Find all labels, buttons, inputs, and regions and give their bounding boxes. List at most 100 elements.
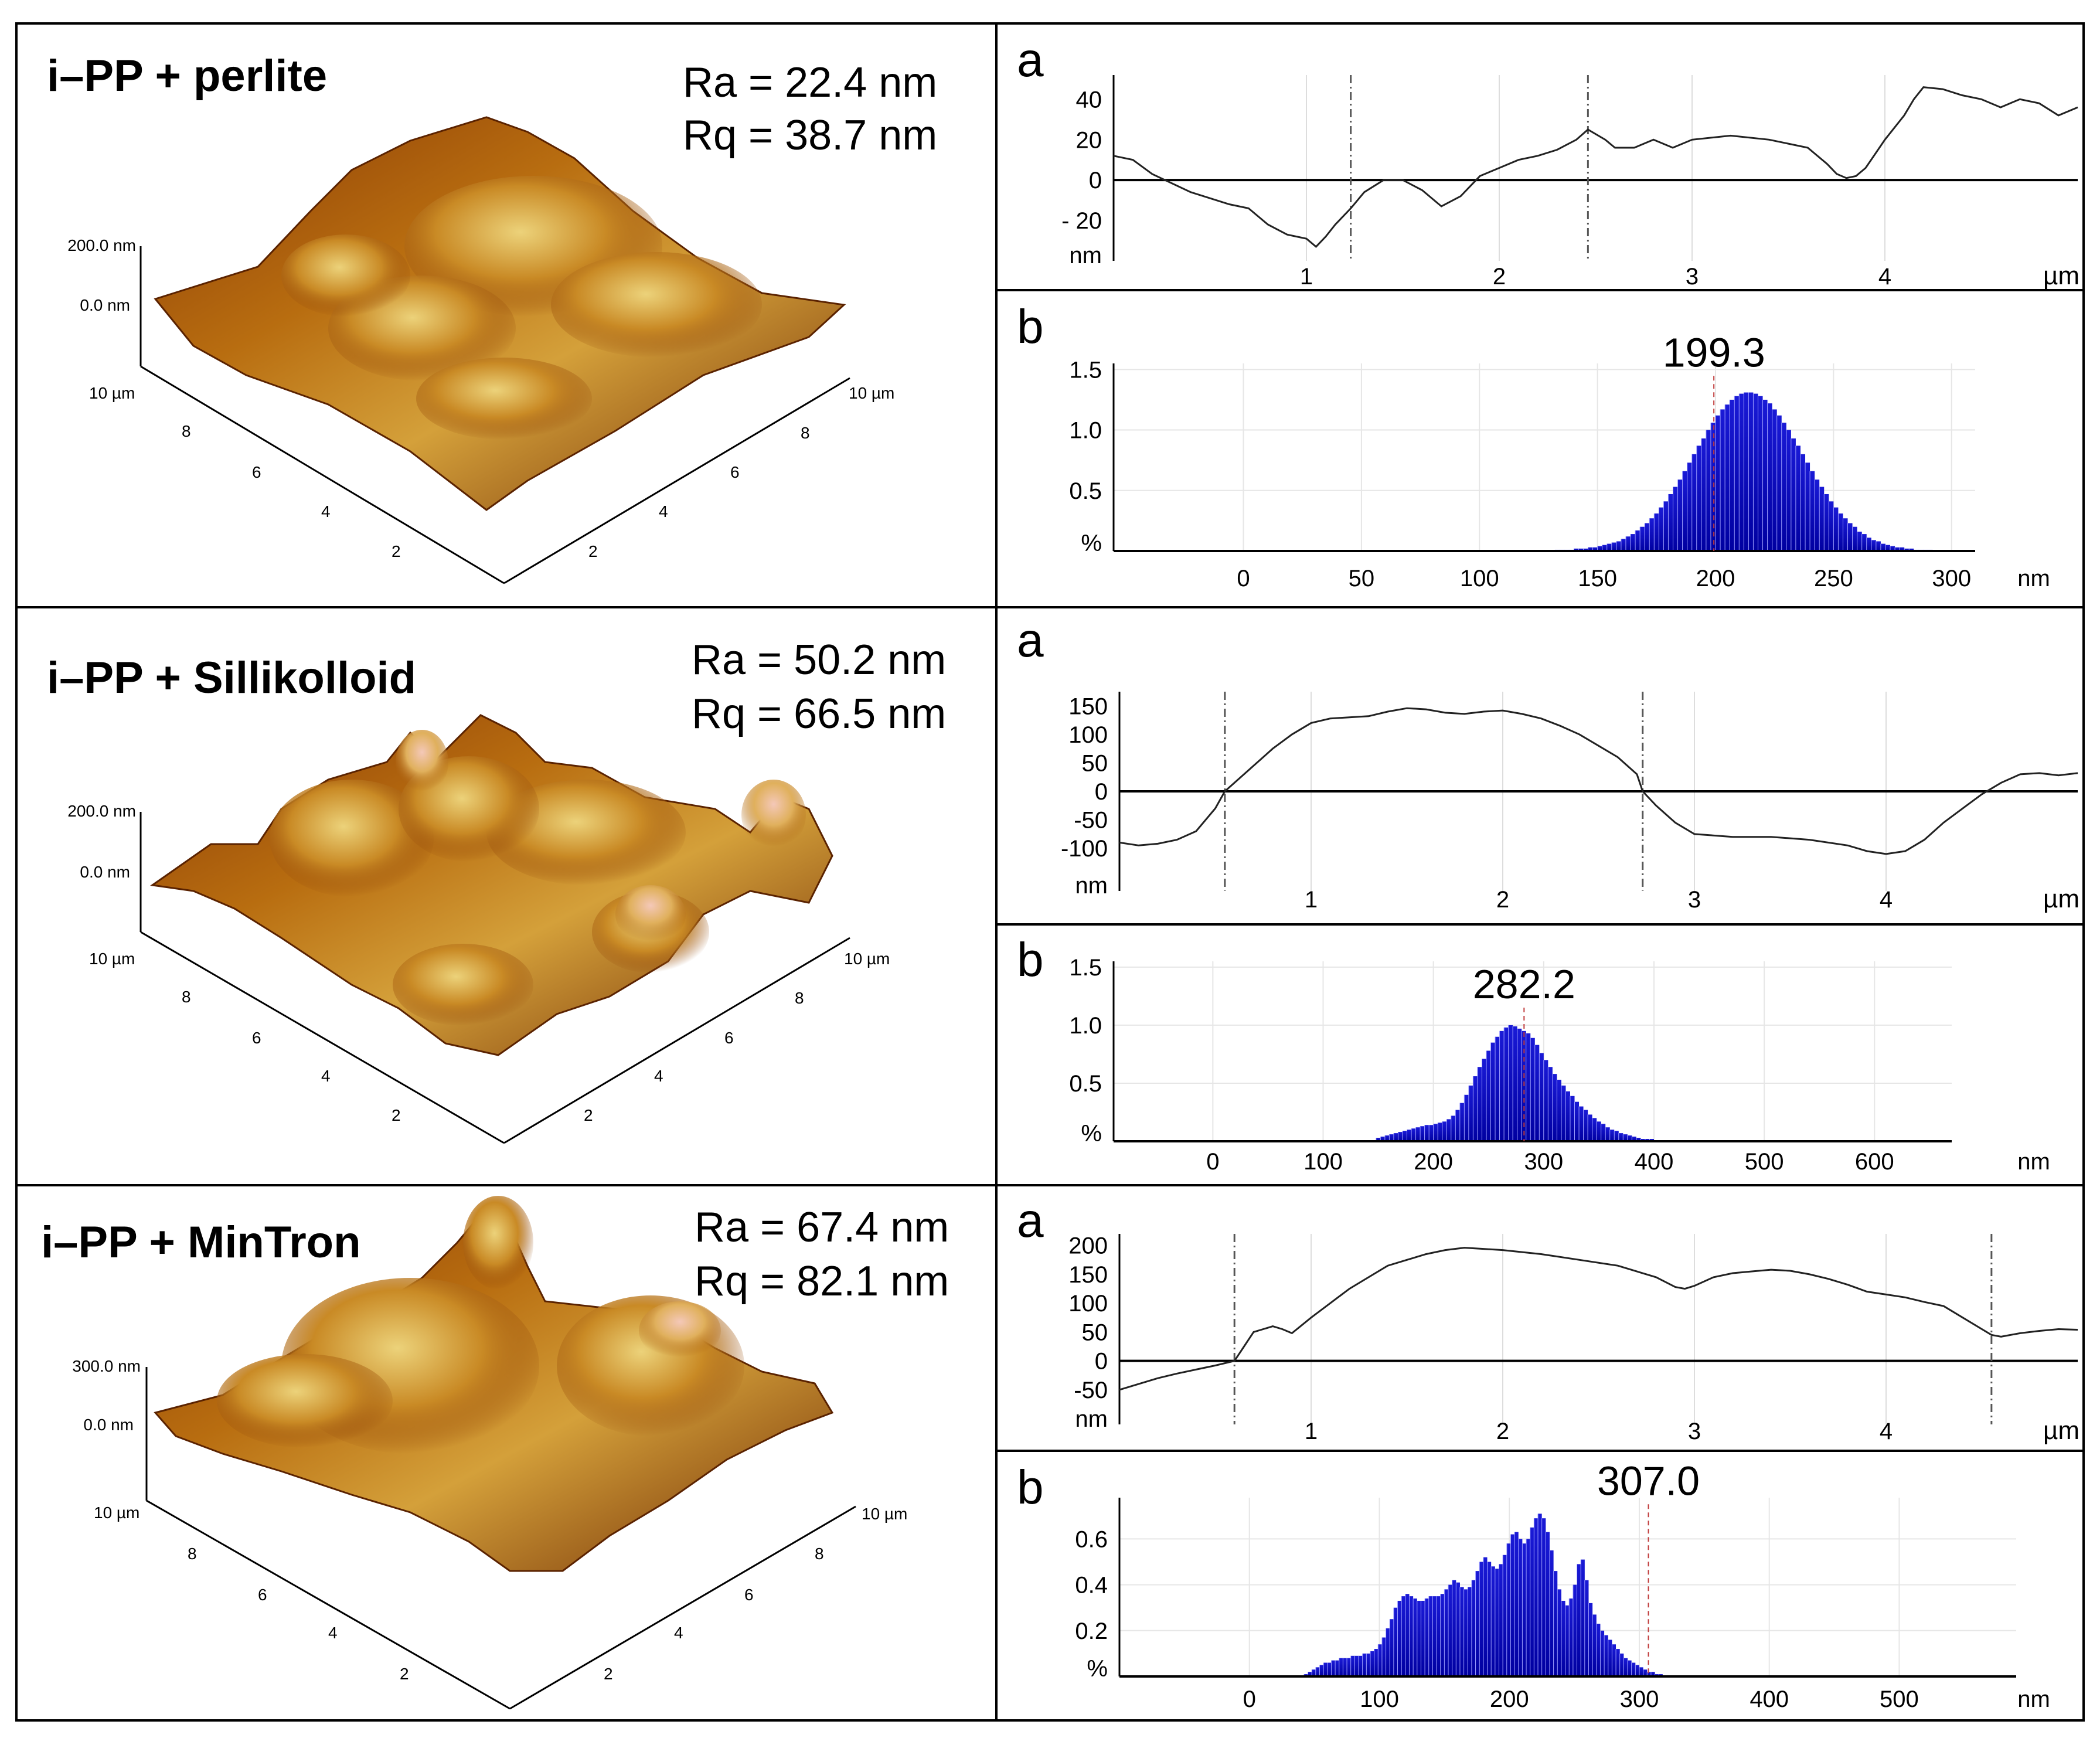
right-axis-label: 6 [724, 1029, 734, 1047]
z-label-zero: 0.0 nm [80, 863, 130, 881]
histogram-bar [1815, 479, 1820, 551]
z-label-top: 200.0 nm [67, 802, 136, 820]
histogram-bar [1534, 1045, 1540, 1141]
histogram-bar [1654, 513, 1659, 551]
histogram-bar [1687, 462, 1692, 551]
histogram-bar [1616, 541, 1621, 551]
histogram-bar [1438, 1123, 1442, 1141]
x-tick-label: 150 [1578, 566, 1617, 591]
histogram-bar [1407, 1130, 1412, 1141]
histogram-bar [1370, 1651, 1374, 1676]
afm-3d-surface: 200.0 nm 0.0 nm 10 µm 8 6 4 2 10 µm 8 6 … [67, 116, 894, 584]
histogram-bar [1482, 1059, 1486, 1141]
histogram-bar [1378, 1644, 1382, 1676]
histogram-bar [1632, 1137, 1636, 1141]
histogram-bar [1588, 547, 1593, 551]
z-label-top: 200.0 nm [67, 236, 136, 254]
histogram-bar [1506, 1543, 1511, 1676]
histogram-bar [1890, 546, 1895, 551]
y-tick-label: -50 [1074, 808, 1108, 834]
histogram-bar [1343, 1658, 1347, 1676]
histogram-bar [1663, 501, 1669, 551]
left-axis-label: 6 [252, 463, 261, 481]
y-tick-label: 1.0 [1069, 418, 1102, 444]
y-tick-label: 100 [1068, 1291, 1108, 1317]
histogram-bar [1649, 518, 1655, 551]
histogram-bar [1490, 1042, 1496, 1141]
y-tick-label: 0.5 [1069, 478, 1102, 504]
histogram-bar [1574, 1101, 1580, 1141]
x-tick-label: 3 [1686, 264, 1699, 290]
rq-value: Rq = 82.1 nm [695, 1258, 949, 1305]
histogram-bar [1791, 438, 1796, 551]
histogram-bar [1546, 1532, 1550, 1676]
histogram-bar [1455, 1110, 1460, 1141]
z-label-zero: 0.0 nm [83, 1416, 134, 1434]
x-tick-label: 4 [1878, 264, 1891, 290]
histogram-bar [1631, 534, 1636, 551]
histogram-bar [1451, 1115, 1456, 1141]
histogram-bar [1405, 1594, 1410, 1676]
histogram-bar [1819, 487, 1825, 551]
histogram-bar [1389, 1134, 1394, 1141]
x-tick-label: 3 [1688, 887, 1701, 913]
left-axis-label: 4 [321, 502, 331, 521]
histogram-bar [1857, 531, 1862, 551]
histogram-bar [1623, 1134, 1628, 1141]
histogram-bar [1510, 1534, 1515, 1676]
y-tick-label: 1.0 [1069, 1013, 1102, 1039]
x-axis-label: µm [2043, 1416, 2079, 1445]
histogram-bar [1429, 1125, 1434, 1141]
right-axis-label: 10 µm [849, 384, 894, 402]
histogram-bar [1386, 1628, 1390, 1676]
histogram-bar [1833, 507, 1839, 551]
histogram-bar [1347, 1658, 1351, 1676]
histogram-bar [1607, 543, 1612, 551]
y-tick-label: 0.6 [1075, 1526, 1108, 1552]
y-tick-label: 100 [1068, 722, 1108, 748]
histogram-bar [1557, 1080, 1561, 1141]
x-tick-label: 400 [1635, 1149, 1674, 1175]
x-tick-label: 300 [1932, 566, 1971, 591]
histogram-bar [1475, 1571, 1480, 1676]
histogram-bar [1592, 1614, 1597, 1676]
histogram-bar [1452, 1580, 1456, 1676]
right-axis-label: 4 [659, 502, 668, 521]
histogram-bar [1895, 547, 1900, 551]
histogram-bar [1526, 1539, 1530, 1676]
histogram-bar [1739, 393, 1744, 551]
x-tick-label: 100 [1303, 1149, 1343, 1175]
x-tick-label: 2 [1496, 887, 1509, 913]
histogram-bar [1597, 546, 1602, 551]
histogram-bar [1581, 1559, 1585, 1676]
histogram-bar [1409, 1596, 1414, 1676]
left-axis-label: 8 [188, 1545, 197, 1563]
histogram-bar [1604, 1635, 1608, 1676]
histogram-bar [1619, 1653, 1624, 1676]
histogram-bar [1592, 547, 1598, 551]
histogram-bar [1437, 1596, 1441, 1676]
ra-value: Ra = 22.4 nm [683, 59, 937, 106]
histogram-bar [1503, 1555, 1507, 1676]
panel-letter: a [1017, 614, 1044, 667]
histogram-bar [1354, 1655, 1359, 1676]
histogram-bar [1805, 462, 1810, 551]
y-tick-label: 0 [1089, 168, 1102, 193]
x-tick-label: 300 [1524, 1149, 1563, 1175]
histogram-bar [1534, 1518, 1538, 1676]
histogram-bar [1577, 1564, 1581, 1676]
histogram-bar [1446, 1119, 1451, 1141]
histogram-bar [1829, 501, 1834, 551]
right-axis-label: 10 µm [844, 950, 890, 968]
histogram-bar [1720, 409, 1725, 551]
histogram-bar [1592, 1118, 1597, 1141]
histogram-bar [1553, 1571, 1558, 1676]
x-axis-label: nm [2017, 1149, 2050, 1175]
y-tick-label: 150 [1068, 693, 1108, 719]
y-tick-label: 0 [1095, 1349, 1108, 1375]
histogram-bar [1425, 1598, 1429, 1676]
y-axis-label: % [1087, 1656, 1108, 1682]
histogram-bar [1824, 494, 1829, 551]
right-axis-label: 2 [588, 542, 598, 560]
histogram-bar [1463, 1589, 1468, 1676]
